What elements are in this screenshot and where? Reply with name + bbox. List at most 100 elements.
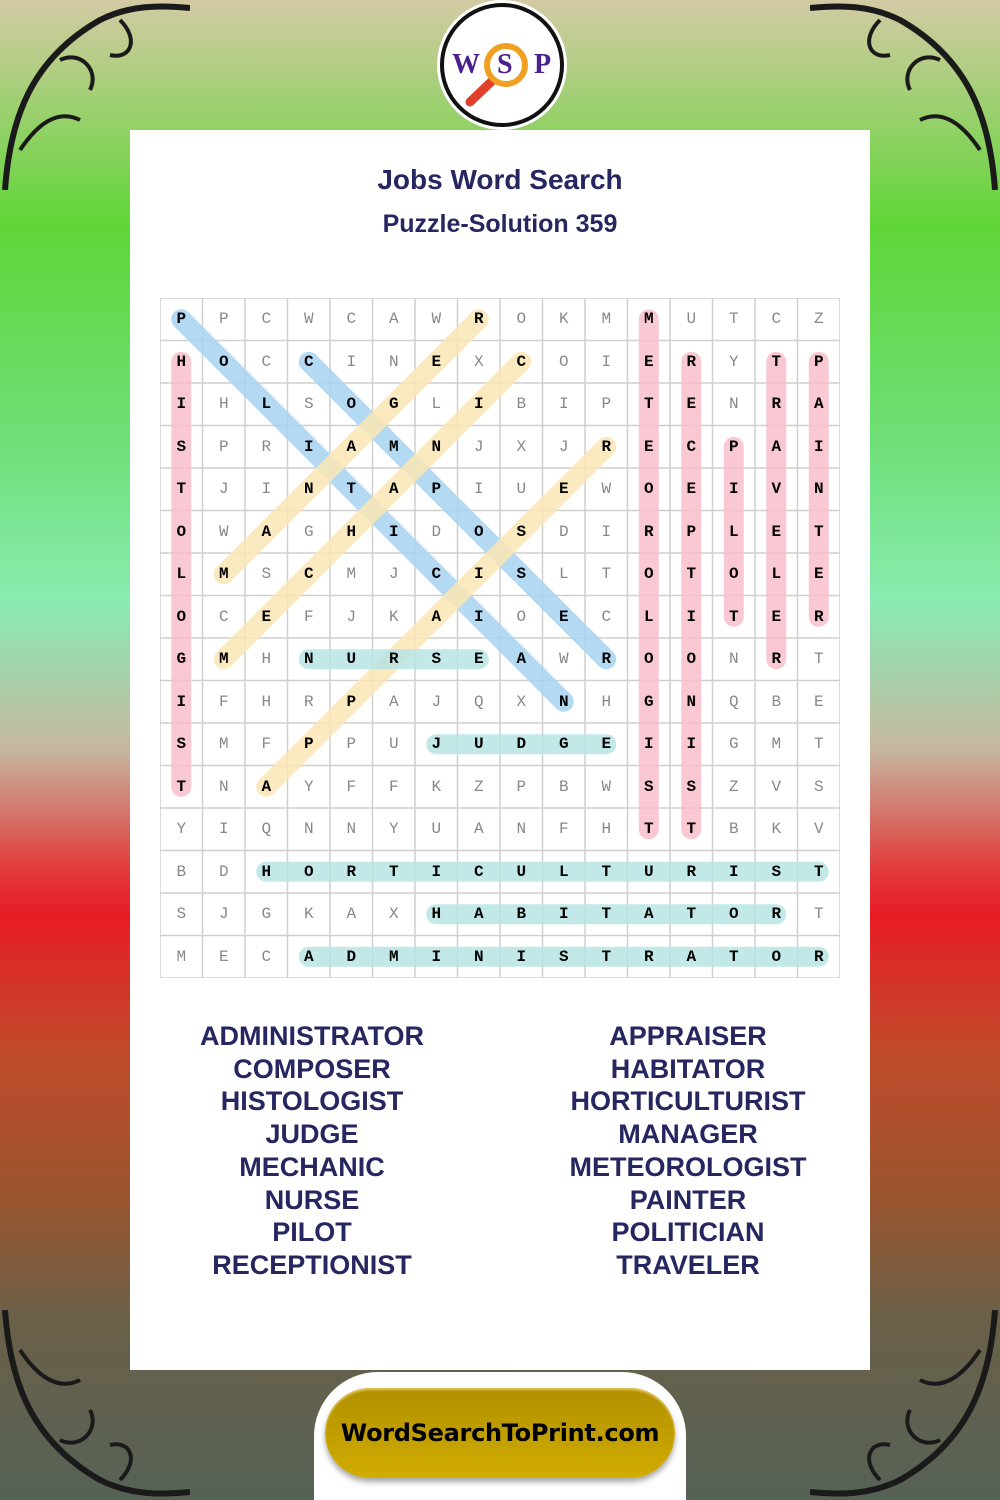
grid-cell[interactable]: N: [303, 480, 314, 499]
grid-cell[interactable]: Z: [728, 777, 739, 796]
grid-cell[interactable]: M: [771, 735, 782, 754]
grid-cell[interactable]: S: [558, 947, 569, 966]
grid-cell[interactable]: C: [218, 607, 229, 626]
grid-cell[interactable]: S: [516, 565, 527, 584]
grid-cell[interactable]: B: [558, 777, 569, 796]
grid-cell[interactable]: L: [431, 395, 442, 414]
grid-cell[interactable]: B: [516, 395, 527, 414]
grid-cell[interactable]: M: [643, 310, 654, 329]
grid-cell[interactable]: H: [218, 395, 229, 414]
grid-cell[interactable]: O: [303, 862, 314, 881]
grid-cell[interactable]: Y: [176, 820, 187, 839]
grid-cell[interactable]: C: [303, 352, 314, 371]
grid-cell[interactable]: C: [686, 437, 697, 456]
grid-cell[interactable]: O: [643, 480, 654, 499]
grid-cell[interactable]: O: [771, 947, 782, 966]
grid-cell[interactable]: I: [516, 947, 527, 966]
grid-cell[interactable]: A: [388, 310, 399, 329]
grid-cell[interactable]: N: [516, 820, 527, 839]
grid-cell[interactable]: S: [643, 777, 654, 796]
grid-cell[interactable]: D: [558, 522, 569, 541]
grid-cell[interactable]: J: [558, 437, 569, 456]
grid-cell[interactable]: J: [431, 735, 442, 754]
grid-cell[interactable]: R: [346, 862, 357, 881]
grid-cell[interactable]: O: [558, 352, 569, 371]
grid-cell[interactable]: I: [176, 692, 187, 711]
grid-cell[interactable]: G: [176, 650, 187, 669]
grid-cell[interactable]: J: [218, 905, 229, 924]
grid-cell[interactable]: T: [176, 777, 187, 796]
grid-cell[interactable]: L: [643, 607, 654, 626]
grid-cell[interactable]: A: [516, 650, 527, 669]
grid-cell[interactable]: O: [643, 650, 654, 669]
grid-cell[interactable]: T: [813, 522, 824, 541]
grid-cell[interactable]: I: [218, 820, 229, 839]
grid-cell[interactable]: T: [813, 862, 824, 881]
grid-cell[interactable]: A: [813, 395, 824, 414]
grid-cell[interactable]: K: [388, 607, 399, 626]
grid-cell[interactable]: T: [686, 820, 697, 839]
grid-cell[interactable]: O: [218, 352, 229, 371]
grid-cell[interactable]: B: [728, 820, 739, 839]
grid-cell[interactable]: R: [813, 607, 824, 626]
grid-cell[interactable]: U: [346, 650, 357, 669]
grid-cell[interactable]: R: [473, 310, 484, 329]
grid-cell[interactable]: N: [388, 352, 399, 371]
grid-cell[interactable]: T: [686, 565, 697, 584]
grid-cell[interactable]: H: [601, 820, 612, 839]
grid-cell[interactable]: M: [388, 437, 399, 456]
grid-cell[interactable]: E: [813, 565, 824, 584]
grid-cell[interactable]: W: [601, 480, 612, 499]
grid-cell[interactable]: H: [431, 905, 442, 924]
grid-cell[interactable]: N: [431, 437, 442, 456]
grid-cell[interactable]: L: [558, 862, 569, 881]
grid-cell[interactable]: V: [771, 777, 782, 796]
grid-cell[interactable]: L: [261, 395, 272, 414]
grid-cell[interactable]: P: [303, 735, 314, 754]
grid-cell[interactable]: D: [516, 735, 527, 754]
grid-cell[interactable]: N: [303, 650, 314, 669]
grid-cell[interactable]: H: [261, 862, 272, 881]
grid-cell[interactable]: W: [601, 777, 612, 796]
grid-cell[interactable]: C: [771, 310, 782, 329]
grid-cell[interactable]: H: [601, 692, 612, 711]
grid-cell[interactable]: I: [601, 352, 612, 371]
grid-cell[interactable]: S: [516, 522, 527, 541]
grid-cell[interactable]: N: [558, 692, 569, 711]
grid-cell[interactable]: A: [261, 777, 272, 796]
grid-cell[interactable]: Z: [473, 777, 484, 796]
grid-cell[interactable]: B: [516, 905, 527, 924]
grid-cell[interactable]: F: [218, 692, 229, 711]
grid-cell[interactable]: I: [303, 437, 314, 456]
grid-cell[interactable]: P: [601, 395, 612, 414]
grid-cell[interactable]: N: [346, 820, 357, 839]
grid-cell[interactable]: U: [686, 310, 697, 329]
grid-cell[interactable]: T: [813, 650, 824, 669]
grid-cell[interactable]: O: [643, 565, 654, 584]
grid-cell[interactable]: C: [261, 947, 272, 966]
grid-cell[interactable]: A: [643, 905, 654, 924]
grid-cell[interactable]: G: [388, 395, 399, 414]
grid-cell[interactable]: H: [261, 650, 272, 669]
grid-cell[interactable]: U: [431, 820, 442, 839]
grid-cell[interactable]: D: [431, 522, 442, 541]
grid-cell[interactable]: A: [431, 607, 442, 626]
grid-cell[interactable]: S: [176, 437, 187, 456]
grid-cell[interactable]: E: [686, 480, 697, 499]
grid-cell[interactable]: P: [218, 310, 229, 329]
grid-cell[interactable]: P: [218, 437, 229, 456]
grid-cell[interactable]: Y: [388, 820, 399, 839]
grid-cell[interactable]: J: [388, 565, 399, 584]
grid-cell[interactable]: W: [558, 650, 569, 669]
grid-cell[interactable]: O: [176, 522, 187, 541]
grid-cell[interactable]: G: [303, 522, 314, 541]
grid-cell[interactable]: I: [431, 947, 442, 966]
grid-cell[interactable]: J: [473, 437, 484, 456]
grid-cell[interactable]: S: [176, 735, 187, 754]
grid-cell[interactable]: G: [643, 692, 654, 711]
grid-cell[interactable]: R: [303, 692, 314, 711]
grid-cell[interactable]: H: [176, 352, 187, 371]
grid-cell[interactable]: T: [601, 565, 612, 584]
grid-cell[interactable]: S: [261, 565, 272, 584]
grid-cell[interactable]: M: [218, 565, 229, 584]
